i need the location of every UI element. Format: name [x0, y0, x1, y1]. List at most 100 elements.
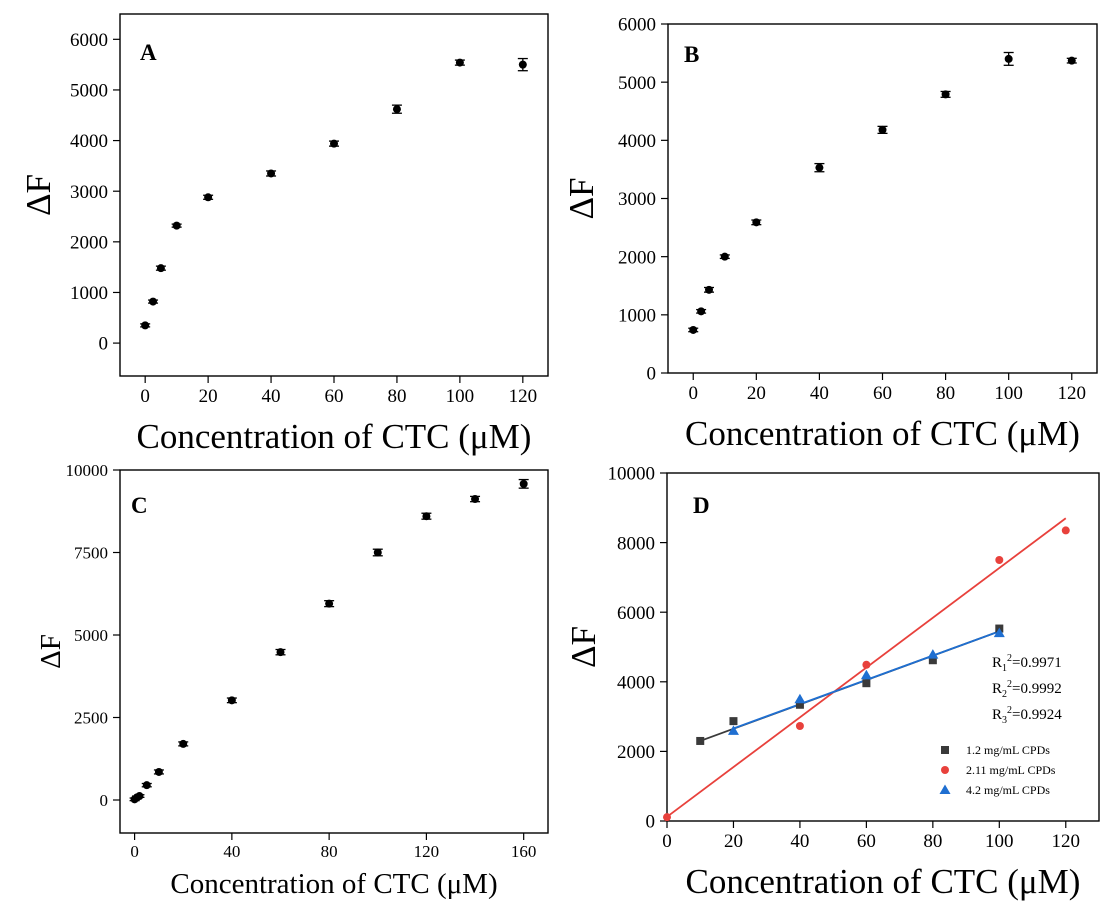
- chart-panel-d: 0 20 40 60 80 100 120 0 2000 4000 6000 8000 10000 Con…: [564, 464, 1100, 901]
- data-point: [729, 717, 738, 726]
- plot-frame: [667, 23, 1098, 374]
- data-point: [172, 221, 181, 230]
- legend-label: 2.11 mg/mL CPDs: [966, 763, 1056, 777]
- chart-panel-b: 0 20 40 60 80 100 120 0 1000 2000 3000 4000 5000 6000…: [562, 15, 1098, 453]
- data-point: [995, 556, 1004, 564]
- x-tick-label: 120: [509, 386, 538, 407]
- panel-letter: B: [684, 42, 699, 67]
- data-point: [1061, 526, 1070, 535]
- y-tick-label: 7500: [74, 543, 108, 562]
- data-point: [1004, 54, 1013, 63]
- x-tick-label: 40: [810, 383, 829, 404]
- data-point: [392, 105, 401, 114]
- data-point: [142, 781, 151, 790]
- x-axis-title: Concentration of CTC (μM): [685, 414, 1080, 453]
- data-point: [227, 696, 236, 705]
- x-tick-label: 40: [790, 831, 809, 852]
- data-point: [276, 648, 285, 657]
- x-tick-label: 60: [325, 386, 344, 407]
- y-axis-title: ΔF: [19, 174, 58, 216]
- legend-label: 1.2 mg/mL CPDs: [966, 743, 1050, 757]
- x-tick-label: 80: [387, 386, 406, 407]
- y-tick-label: 0: [647, 364, 657, 385]
- data-point: [794, 693, 806, 704]
- y-tick-label: 6000: [617, 603, 655, 624]
- x-tick-label: 80: [923, 831, 942, 852]
- data-point: [696, 736, 705, 745]
- data-point: [697, 307, 706, 316]
- data-point: [727, 725, 739, 735]
- y-tick-label: 5000: [74, 626, 108, 645]
- y-tick-label: 4000: [70, 131, 108, 152]
- data-point: [135, 792, 144, 801]
- x-tick-label: 40: [262, 386, 281, 407]
- y-tick-label: 4000: [617, 672, 655, 693]
- r-squared-annotation: R32=0.9924: [992, 705, 1062, 726]
- data-point: [519, 479, 528, 488]
- x-axis-title: Concentration of CTC (μM): [137, 417, 532, 456]
- data-point: [422, 512, 431, 521]
- y-tick-label: 0: [99, 334, 109, 355]
- y-tick-label: 2000: [70, 232, 108, 253]
- y-tick-label: 10000: [608, 464, 656, 485]
- x-tick-label: 100: [446, 386, 475, 407]
- x-tick-label: 120: [1052, 831, 1081, 852]
- legend: 1.2 mg/mL CPDs 2.11 mg/mL CPDs 4.2 mg/mL C…: [939, 743, 1056, 797]
- data-point: [720, 252, 729, 261]
- data-point: [862, 679, 871, 688]
- data-point: [1067, 56, 1076, 65]
- y-tick-label: 1000: [70, 283, 108, 304]
- x-tick-label: 80: [936, 383, 955, 404]
- x-tick-label: 0: [662, 831, 672, 852]
- data-point: [141, 321, 150, 330]
- x-tick-label: 60: [857, 831, 876, 852]
- y-tick-label: 3000: [70, 182, 108, 203]
- y-tick-label: 8000: [617, 533, 655, 554]
- data-point: [705, 285, 714, 294]
- data-point: [928, 656, 937, 665]
- legend-marker: [939, 784, 951, 794]
- data-point: [330, 139, 338, 148]
- y-tick-label: 0: [646, 812, 656, 833]
- y-tick-label: 2000: [618, 247, 656, 268]
- panel-letter: D: [693, 493, 710, 518]
- legend-marker: [941, 766, 949, 774]
- x-tick-label: 120: [414, 842, 440, 861]
- data-point: [156, 264, 165, 273]
- data-point: [149, 297, 158, 306]
- r-squared-annotation: R22=0.9992: [992, 679, 1062, 700]
- x-tick-label: 120: [1058, 383, 1087, 404]
- data-point: [518, 60, 527, 69]
- data-point: [927, 649, 939, 659]
- x-tick-label: 80: [321, 842, 338, 861]
- legend-label: 4.2 mg/mL CPDs: [966, 783, 1050, 797]
- x-tick-label: 20: [747, 383, 766, 404]
- chart-panel-c: 0 40 80 120 160 0 2500 5000 7500 10000 Concentrati…: [35, 461, 549, 900]
- plot-frame: [666, 472, 1100, 822]
- data-point: [795, 700, 804, 709]
- plot-frame: [119, 13, 549, 377]
- data-point: [154, 767, 163, 776]
- data-point: [204, 193, 213, 202]
- data-point: [862, 660, 871, 669]
- data-point: [993, 627, 1005, 638]
- x-tick-label: 0: [140, 386, 150, 407]
- y-axis-title: ΔF: [35, 634, 67, 669]
- y-tick-label: 0: [100, 791, 109, 810]
- y-tick-label: 10000: [66, 461, 109, 480]
- x-axis-title: Concentration of CTC (μM): [170, 868, 497, 900]
- x-tick-label: 40: [223, 842, 240, 861]
- legend-marker: [941, 746, 949, 754]
- y-tick-label: 2500: [74, 708, 108, 727]
- data-point: [455, 58, 464, 67]
- y-tick-label: 3000: [618, 189, 656, 210]
- data-point: [860, 669, 872, 680]
- y-tick-label: 6000: [618, 15, 656, 36]
- y-tick-label: 6000: [70, 30, 108, 51]
- x-tick-label: 20: [199, 386, 218, 407]
- panel-letter: C: [131, 493, 148, 518]
- chart-panel-a: 0 20 40 60 80 100 120 0 1000 2000 3000 4000 5000 6000…: [19, 13, 549, 456]
- data-point: [941, 90, 950, 99]
- x-tick-label: 0: [688, 383, 698, 404]
- plot-frame: [119, 469, 549, 834]
